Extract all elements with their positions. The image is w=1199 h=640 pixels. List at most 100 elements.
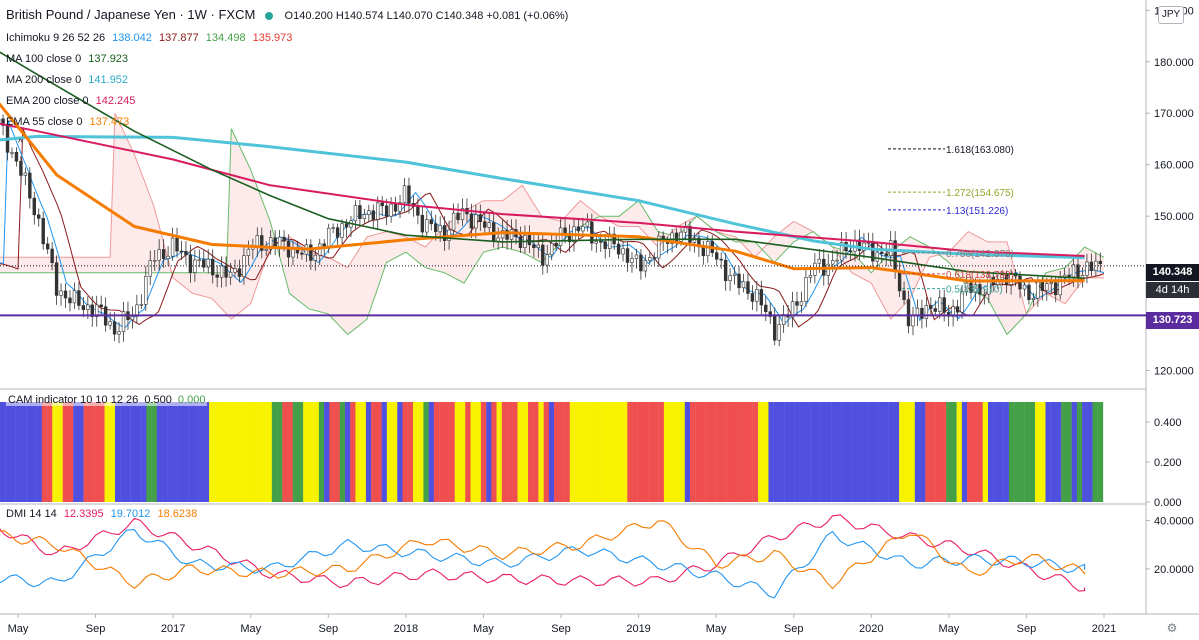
cam-bar [883, 402, 889, 502]
candle-body [358, 205, 362, 220]
candle-body [692, 237, 697, 243]
time-axis-label: Sep [86, 623, 106, 635]
candle-body [37, 214, 41, 219]
cam-bar [501, 402, 508, 502]
cam-bar [982, 402, 989, 502]
indicator-legend: Ichimoku 9 26 52 26 138.042 137.877 134.… [6, 28, 292, 133]
candle-body [942, 297, 946, 313]
candle-body [639, 254, 643, 272]
cam-bar [115, 402, 121, 502]
cam-bar [439, 402, 445, 502]
candle-body [1098, 260, 1103, 265]
candle-body [188, 254, 193, 273]
symbol-header[interactable]: British Pound / Japanese Yen · 1W · FXCM… [6, 4, 568, 26]
dmi-axis-label: 20.0000 [1154, 564, 1194, 576]
candle-body [594, 241, 598, 244]
ichimoku-v3: 134.498 [205, 32, 246, 44]
candle-body [679, 231, 683, 242]
cam-bar [564, 402, 570, 502]
candle-body [808, 275, 813, 278]
cam-axis-label: 0.200 [1154, 457, 1182, 469]
cam-bar [57, 402, 63, 502]
timezone-button[interactable]: ⚙ [1166, 621, 1178, 635]
cam-bar [538, 402, 544, 502]
cam-bar [946, 402, 952, 502]
ichimoku-label: Ichimoku 9 26 52 26 [6, 32, 106, 44]
price-axis-label: 170.000 [1154, 108, 1194, 120]
ma200-legend[interactable]: MA 200 close 0 141.952 [6, 70, 292, 91]
cam-bar [705, 402, 712, 502]
cam-bar [1061, 402, 1067, 502]
candle-body [175, 237, 179, 252]
cam-bar [125, 402, 131, 502]
cam-bar [188, 402, 194, 502]
ma100-legend[interactable]: MA 100 close 0 137.923 [6, 49, 292, 70]
countdown-value: 4d 14h [1155, 284, 1190, 296]
cam-bar [899, 402, 905, 502]
time-axis-label: May [473, 623, 494, 635]
cam-bar [784, 402, 790, 502]
cam-bar [1050, 402, 1057, 502]
ema55-value: 137.473 [89, 116, 130, 128]
candle-body [219, 265, 224, 278]
cam-bar [527, 402, 534, 502]
cam-bar [820, 402, 827, 502]
candle-body [826, 263, 830, 276]
cam-bar [653, 402, 659, 502]
support-price-value: 130.723 [1152, 314, 1193, 326]
candle-body [581, 225, 585, 232]
ema200-line [0, 122, 1085, 257]
cam-bar [799, 402, 806, 502]
candle-body [161, 249, 166, 259]
candle-body [331, 227, 335, 229]
candle-body [688, 225, 692, 243]
cam-bar [716, 402, 722, 502]
cam-legend[interactable]: CAM indicator 10 10 12 26 0.500 0.000 [6, 394, 208, 406]
ichimoku-legend[interactable]: Ichimoku 9 26 52 26 138.042 137.877 134.… [6, 28, 292, 49]
cam-bar [47, 402, 53, 502]
cam-bar [825, 402, 832, 502]
candle-body [407, 185, 411, 204]
cam-bar [679, 402, 685, 502]
candle-body [469, 213, 474, 229]
time-axis-label: May [706, 623, 727, 635]
cam-bar [590, 402, 597, 502]
cam-bar [329, 402, 335, 502]
candle-body [425, 219, 429, 233]
candle-body [14, 152, 19, 162]
candle-body [148, 260, 152, 277]
fib-level-label: 1.618(163.080) [946, 145, 1014, 156]
cam-bar [757, 402, 764, 502]
candle-body [657, 235, 661, 259]
candle-body [741, 281, 746, 289]
cam-bar [611, 402, 617, 502]
candle-body [23, 172, 28, 176]
ichimoku-v1: 138.042 [112, 32, 152, 44]
candle-body [487, 222, 491, 228]
cam-bar [1071, 402, 1078, 502]
ema55-legend[interactable]: EMA 55 close 0 137.473 [6, 112, 292, 133]
cam-bar [831, 402, 837, 502]
cam-bar [324, 402, 330, 502]
cam-bar [470, 402, 476, 502]
cam-bar [104, 402, 110, 502]
cam-bar [768, 402, 774, 502]
candle-body [532, 244, 536, 248]
dmi-legend[interactable]: DMI 14 14 12.3395 19.7012 18.6238 [6, 508, 197, 520]
candle-body [585, 221, 590, 227]
ema200-legend[interactable]: EMA 200 close 0 142.245 [6, 91, 292, 112]
cam-bar [867, 402, 874, 502]
currency-badge[interactable]: JPY [1158, 6, 1184, 24]
ema55-line [0, 102, 1085, 283]
cam-bar [548, 402, 555, 502]
candle-body [389, 203, 393, 217]
candle-body [81, 305, 86, 311]
candle-body [45, 243, 50, 250]
cam-bar [543, 402, 550, 502]
cam-bar [287, 402, 293, 502]
candle-body [282, 236, 286, 242]
ema55-label: EMA 55 close 0 [6, 116, 83, 128]
candle-body [50, 248, 54, 263]
candle-body [616, 243, 621, 255]
